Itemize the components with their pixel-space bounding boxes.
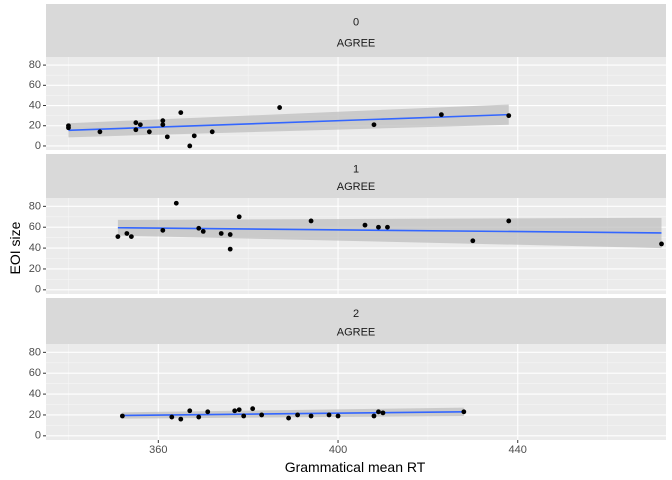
y-tick-label: 0	[35, 284, 41, 296]
data-point	[295, 412, 300, 418]
data-point	[160, 118, 166, 124]
data-point	[187, 143, 193, 149]
facet-panels: 0 AGREE 0 20 40 60 80 1 AGREE 0 20 40 60 80 2 AGREE 0 20 4…	[29, 4, 666, 456]
data-point	[196, 225, 202, 231]
x-axis-title: Grammatical mean RT	[285, 459, 426, 475]
confidence-band	[68, 104, 509, 138]
data-point	[173, 200, 179, 206]
data-point	[376, 409, 381, 415]
data-point	[209, 129, 215, 135]
y-tick-label: 60	[29, 221, 41, 233]
data-point	[308, 413, 314, 419]
data-point	[133, 120, 139, 126]
data-point	[506, 113, 512, 119]
data-point	[178, 110, 184, 115]
data-point	[241, 413, 247, 419]
x-tick-label: 400	[329, 444, 347, 456]
data-point	[227, 232, 233, 237]
y-tick-label: 20	[29, 263, 41, 275]
data-point	[205, 409, 211, 415]
data-point	[362, 222, 368, 228]
data-point	[137, 122, 143, 128]
x-axis: 360 400 440	[149, 440, 527, 456]
facet-panel-0: 0 AGREE 0 20 40 60 80	[29, 4, 666, 152]
data-point	[236, 214, 242, 220]
data-point	[380, 410, 386, 416]
facet-strip	[46, 298, 666, 344]
data-point	[259, 412, 265, 418]
data-point	[376, 224, 381, 230]
data-point	[236, 407, 242, 413]
facet-strip	[46, 4, 666, 57]
data-point	[371, 122, 377, 128]
y-tick-label: 80	[29, 346, 41, 358]
x-tick-label: 360	[149, 444, 167, 456]
facet-strip-label-top: 0	[353, 16, 359, 28]
y-tick-label: 0	[35, 140, 41, 152]
panel-background	[46, 344, 666, 440]
y-tick-label: 60	[29, 79, 41, 91]
data-point	[200, 228, 206, 234]
facet-panel-2: 2 AGREE 0 20 40 60 80	[29, 298, 666, 442]
facet-strip-label-bottom: AGREE	[337, 181, 376, 193]
data-point	[250, 406, 256, 412]
data-point	[169, 414, 175, 420]
y-tick-label: 40	[29, 99, 41, 111]
regression-line	[117, 226, 662, 234]
data-point	[164, 134, 170, 140]
data-point	[232, 408, 238, 414]
data-point	[187, 408, 193, 414]
data-point	[128, 234, 134, 240]
y-tick-label: 40	[29, 388, 41, 400]
facet-strip-label-bottom: AGREE	[337, 38, 376, 50]
regression-line	[122, 411, 464, 417]
y-tick-label: 20	[29, 409, 41, 421]
facet-strip-label-top: 1	[353, 163, 359, 175]
data-point	[115, 234, 121, 240]
data-point	[326, 412, 332, 418]
data-point	[119, 413, 125, 419]
y-tick-label: 60	[29, 367, 41, 379]
data-point	[178, 416, 184, 422]
data-point	[506, 218, 512, 224]
data-point	[191, 133, 197, 139]
facet-strip-label-top: 2	[353, 308, 359, 320]
data-point	[470, 238, 476, 244]
axes: Grammatical mean RT EOI size	[7, 221, 426, 475]
data-point	[196, 414, 202, 420]
panel-background	[46, 198, 666, 294]
y-tick-label: 80	[29, 59, 41, 71]
data-point	[461, 409, 467, 415]
data-point	[66, 123, 71, 129]
data-point	[371, 413, 377, 419]
facet-strip	[46, 154, 666, 198]
data-point	[227, 246, 233, 252]
data-point	[385, 224, 390, 230]
data-point	[308, 218, 314, 224]
data-point	[659, 241, 664, 247]
y-tick-label: 0	[35, 430, 41, 442]
data-point	[97, 129, 103, 135]
y-axis-title: EOI size	[7, 221, 23, 274]
facet-strip-label-bottom: AGREE	[337, 326, 376, 338]
data-point	[286, 415, 292, 421]
facet-panel-1: 1 AGREE 0 20 40 60 80	[29, 154, 666, 296]
data-point	[160, 122, 166, 128]
data-point	[146, 129, 152, 135]
confidence-band	[117, 217, 662, 249]
data-point	[335, 413, 341, 419]
data-point	[133, 127, 139, 133]
data-point	[218, 231, 224, 236]
x-tick-label: 440	[509, 444, 527, 456]
y-tick-label: 80	[29, 200, 41, 212]
y-tick-label: 40	[29, 242, 41, 254]
data-point	[277, 105, 283, 110]
data-point	[438, 112, 444, 118]
data-point	[160, 227, 166, 233]
y-tick-label: 20	[29, 120, 41, 132]
data-point	[124, 231, 130, 236]
regression-line	[68, 113, 509, 132]
